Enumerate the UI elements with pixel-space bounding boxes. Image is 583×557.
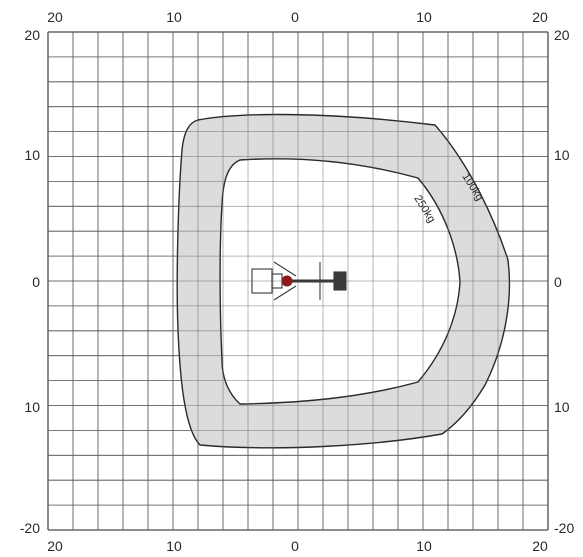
- bottom-tick: 20: [47, 538, 63, 554]
- grid-inner: [47, 31, 549, 531]
- basket-marker: [281, 275, 293, 287]
- top-tick: 20: [532, 9, 548, 25]
- left-tick: -20: [20, 520, 40, 536]
- left-tick: 20: [24, 27, 40, 43]
- right-tick: 10: [554, 147, 570, 163]
- boom-arm-upper: [273, 261, 297, 277]
- top-tick: 10: [166, 9, 182, 25]
- left-tick: 10: [24, 147, 40, 163]
- top-tick: 0: [291, 9, 299, 25]
- left-tick: 0: [32, 274, 40, 290]
- left-tick: 10: [24, 399, 40, 415]
- bottom-tick: 20: [532, 538, 548, 554]
- right-tick: 0: [554, 274, 562, 290]
- axis-tick-labels: 20 10 0 10 20 20 10 0 10 20 20 10 0 10 -…: [20, 9, 575, 554]
- bottom-tick: 10: [416, 538, 432, 554]
- bottom-tick: 0: [291, 538, 299, 554]
- right-tick: -20: [554, 520, 574, 536]
- right-tick: 10: [554, 399, 570, 415]
- top-tick: 20: [47, 9, 63, 25]
- platform-basket: [333, 271, 347, 291]
- top-tick: 10: [416, 9, 432, 25]
- boom-arm-lower: [273, 285, 297, 301]
- machine-top-view: [251, 261, 347, 301]
- bottom-tick: 10: [166, 538, 182, 554]
- right-tick: 20: [554, 27, 570, 43]
